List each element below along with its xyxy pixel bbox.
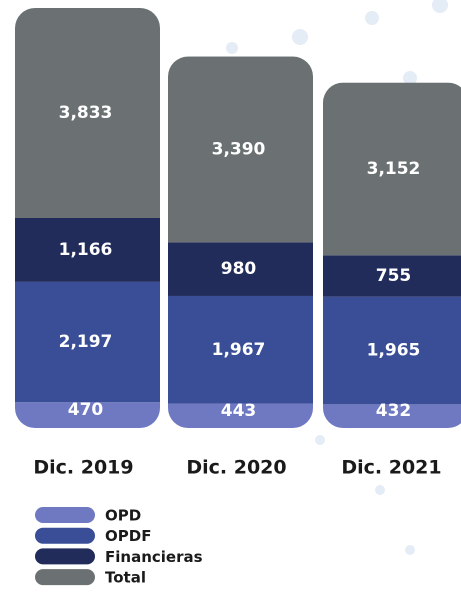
bar-segment — [15, 402, 160, 428]
value-label: 3,833 — [59, 103, 113, 123]
bar-segment — [323, 404, 461, 428]
bar-segment — [168, 403, 313, 428]
legend-label: Total — [105, 569, 146, 587]
x-tick-label: Dic. 2020 — [186, 457, 286, 479]
background-dots — [226, 0, 448, 555]
value-label: 1,166 — [59, 240, 113, 260]
bar-segment — [15, 218, 160, 282]
value-label: 432 — [376, 401, 412, 421]
bar-group — [168, 56, 313, 428]
bar-segment — [323, 296, 461, 405]
x-tick-label: Dic. 2019 — [33, 457, 133, 479]
legend-swatch — [35, 507, 95, 523]
value-label: 470 — [68, 400, 104, 420]
bar-segment — [15, 281, 160, 403]
bar-segment — [168, 295, 313, 404]
bar-segment — [323, 255, 461, 297]
bar-group — [323, 82, 461, 428]
legend-swatch — [35, 527, 95, 544]
value-label: 1,965 — [367, 341, 421, 361]
value-label: 443 — [221, 401, 257, 421]
x-tick-label: Dic. 2021 — [341, 457, 441, 479]
value-label: 2,197 — [59, 332, 113, 352]
legend-label: OPD — [105, 507, 141, 525]
bar-segment — [323, 82, 461, 256]
legend-swatch — [35, 548, 95, 565]
value-label: 1,967 — [212, 340, 266, 360]
bar-segment — [15, 8, 160, 218]
bar-segment — [168, 242, 313, 296]
bar-group — [15, 8, 160, 428]
legend-label: Financieras — [105, 548, 203, 566]
value-label: 755 — [376, 266, 412, 286]
legend-label: OPDF — [105, 527, 151, 545]
value-label: 3,390 — [212, 139, 266, 159]
value-label: 980 — [221, 259, 257, 279]
bar-segment — [168, 56, 313, 243]
legend-swatch — [35, 569, 95, 586]
value-label: 3,152 — [367, 159, 421, 179]
